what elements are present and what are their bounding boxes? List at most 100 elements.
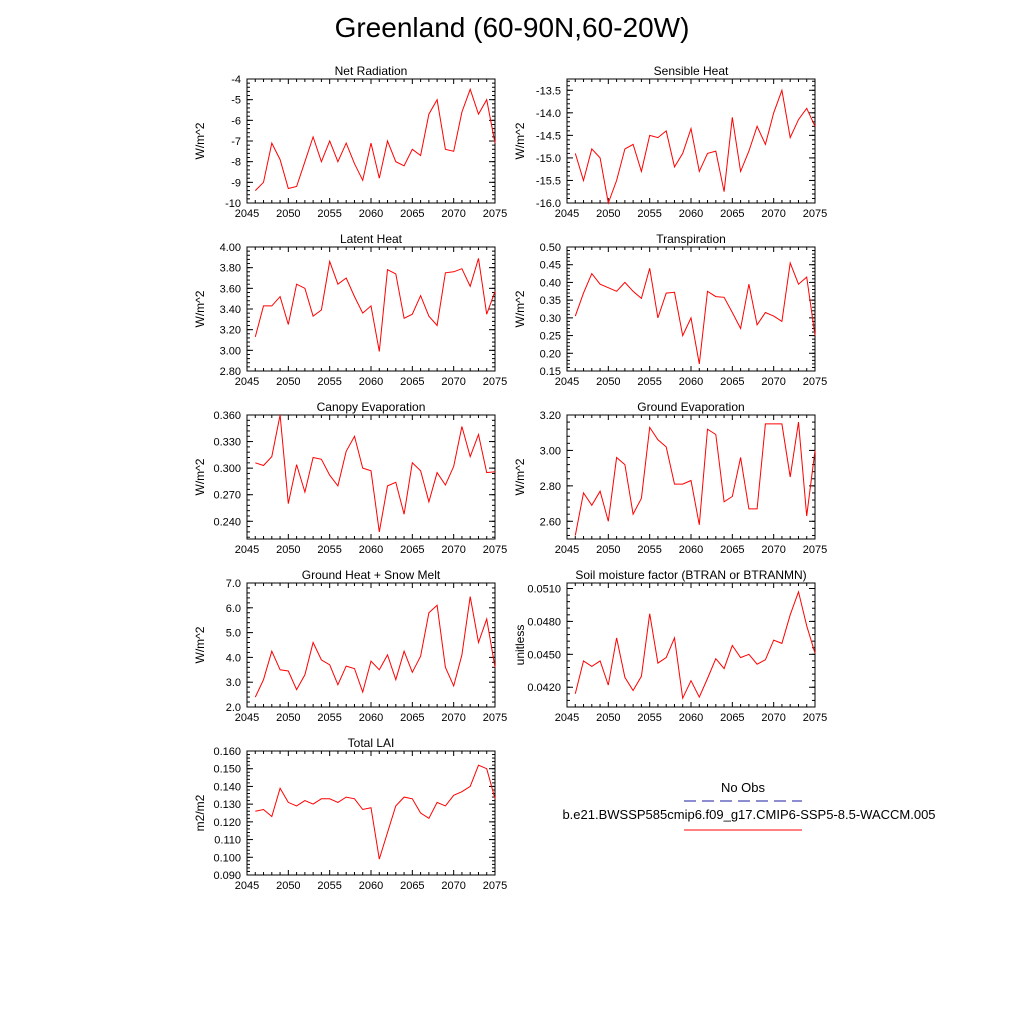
series-line (254, 596, 496, 698)
panel-3: Transpiration W/m^2 2045 2050 2055 2060 2065 20… (513, 232, 827, 388)
x-tick-label: 2060 (359, 544, 383, 556)
panel-title: Latent Heat (340, 232, 403, 246)
x-tick-label: 2055 (637, 208, 661, 220)
x-tick-label: 2055 (317, 712, 341, 724)
x-tick-label: 2050 (276, 712, 300, 724)
x-tick-label: 2075 (803, 376, 827, 388)
panel-title: Canopy Evaporation (317, 400, 426, 414)
y-tick-label: 3.80 (220, 263, 241, 275)
y-tick-label: 3.40 (220, 304, 241, 316)
panel-5: Ground Evaporation W/m^2 2045 2050 2055 2060 2… (513, 400, 827, 556)
y-tick-label: 0.0420 (527, 682, 561, 694)
y-tick-label: 3.0 (226, 677, 241, 689)
y-tick-label: 0.40 (540, 277, 561, 289)
y-tick-label: 0.100 (213, 852, 241, 864)
y-tick-label: 0.120 (213, 817, 241, 829)
y-tick-label: 2.80 (540, 481, 561, 493)
x-tick-label: 2070 (761, 544, 785, 556)
x-tick-label: 2075 (483, 880, 507, 892)
x-tick-label: 2065 (400, 712, 424, 724)
y-tick-label: -14.5 (536, 130, 561, 142)
x-tick-label: 2075 (483, 544, 507, 556)
y-tick-label: -14.0 (536, 108, 561, 120)
y-tick-label: 3.60 (220, 283, 241, 295)
series-line (574, 590, 816, 700)
y-tick-label: 0.50 (540, 242, 561, 254)
plot-frame (246, 750, 496, 876)
y-tick-label: 0.30 (540, 313, 561, 325)
plot-frame (566, 78, 816, 204)
series-line (255, 764, 496, 860)
x-tick-label: 2070 (761, 376, 785, 388)
y-tick-label: -7 (231, 136, 241, 148)
y-tick-label: 0.25 (540, 331, 561, 343)
x-tick-label: 2045 (235, 880, 259, 892)
y-axis-label: W/m^2 (193, 290, 207, 327)
y-tick-label: 6.0 (226, 603, 241, 615)
panels: Net Radiation W/m^2 2045 2050 2055 2060 2065 20… (193, 64, 827, 892)
y-tick-label: 0.130 (213, 799, 241, 811)
panel-title: Ground Heat + Snow Melt (302, 568, 441, 582)
series-line (254, 87, 496, 191)
x-tick-label: 2055 (317, 544, 341, 556)
x-tick-label: 2060 (679, 712, 703, 724)
panel-7: Soil moisture factor (BTRAN or BTRANMN) u… (513, 568, 827, 724)
panel-title: Sensible Heat (654, 64, 729, 78)
x-tick-label: 2065 (720, 712, 744, 724)
y-tick-label: -6 (231, 115, 241, 127)
x-tick-label: 2070 (441, 376, 465, 388)
panel-title: Soil moisture factor (BTRAN or BTRANMN) (575, 568, 806, 582)
y-tick-label: -15.5 (536, 175, 561, 187)
x-tick-label: 2075 (483, 376, 507, 388)
y-tick-label: 0.150 (213, 764, 241, 776)
y-axis-label: W/m^2 (193, 626, 207, 663)
legend-label-case: b.e21.BWSSP585cmip6.f09_g17.CMIP6-SSP5-8… (562, 807, 935, 822)
y-tick-label: 3.20 (220, 325, 241, 337)
x-tick-label: 2065 (400, 376, 424, 388)
x-tick-label: 2055 (637, 544, 661, 556)
x-tick-label: 2050 (596, 712, 620, 724)
x-tick-label: 2075 (483, 712, 507, 724)
y-tick-label: 0.0480 (527, 616, 561, 628)
plot-frame (566, 414, 816, 540)
x-tick-label: 2050 (276, 880, 300, 892)
x-tick-label: 2060 (679, 544, 703, 556)
y-axis-label: W/m^2 (193, 122, 207, 159)
x-tick-label: 2065 (400, 544, 424, 556)
x-tick-label: 2055 (637, 376, 661, 388)
y-tick-label: 3.20 (540, 410, 561, 422)
x-tick-label: 2055 (317, 376, 341, 388)
y-tick-label: 0.330 (213, 437, 241, 449)
y-axis-label: W/m^2 (513, 290, 527, 327)
panel-4: Canopy Evaporation W/m^2 2045 2050 2055 2060 2… (193, 400, 507, 556)
x-tick-label: 2070 (441, 208, 465, 220)
panel-title: Net Radiation (335, 64, 408, 78)
x-tick-label: 2075 (483, 208, 507, 220)
plot-frame (566, 246, 816, 372)
panel-6: Ground Heat + Snow Melt W/m^2 2045 2050 2055… (193, 568, 507, 724)
y-tick-label: 5.0 (226, 628, 241, 640)
x-tick-label: 2075 (803, 208, 827, 220)
x-tick-label: 2045 (235, 544, 259, 556)
y-tick-label: 0.160 (213, 746, 241, 758)
x-tick-label: 2045 (555, 712, 579, 724)
y-axis-label: W/m^2 (513, 458, 527, 495)
x-tick-label: 2060 (679, 208, 703, 220)
y-tick-label: 0.0510 (527, 583, 561, 595)
y-tick-label: 0.140 (213, 781, 241, 793)
y-tick-label: 4.00 (220, 242, 241, 254)
y-axis-label: W/m^2 (193, 458, 207, 495)
series-line (574, 422, 816, 536)
x-tick-label: 2050 (596, 376, 620, 388)
y-tick-label: 2.60 (540, 516, 561, 528)
plot-frame (246, 78, 496, 204)
x-tick-label: 2060 (359, 712, 383, 724)
x-tick-label: 2050 (596, 208, 620, 220)
y-tick-label: -15.0 (536, 153, 561, 165)
y-tick-label: 0.20 (540, 348, 561, 360)
series-line (254, 258, 496, 352)
x-tick-label: 2055 (637, 712, 661, 724)
x-tick-label: 2055 (317, 880, 341, 892)
y-tick-label: -10 (225, 198, 241, 210)
